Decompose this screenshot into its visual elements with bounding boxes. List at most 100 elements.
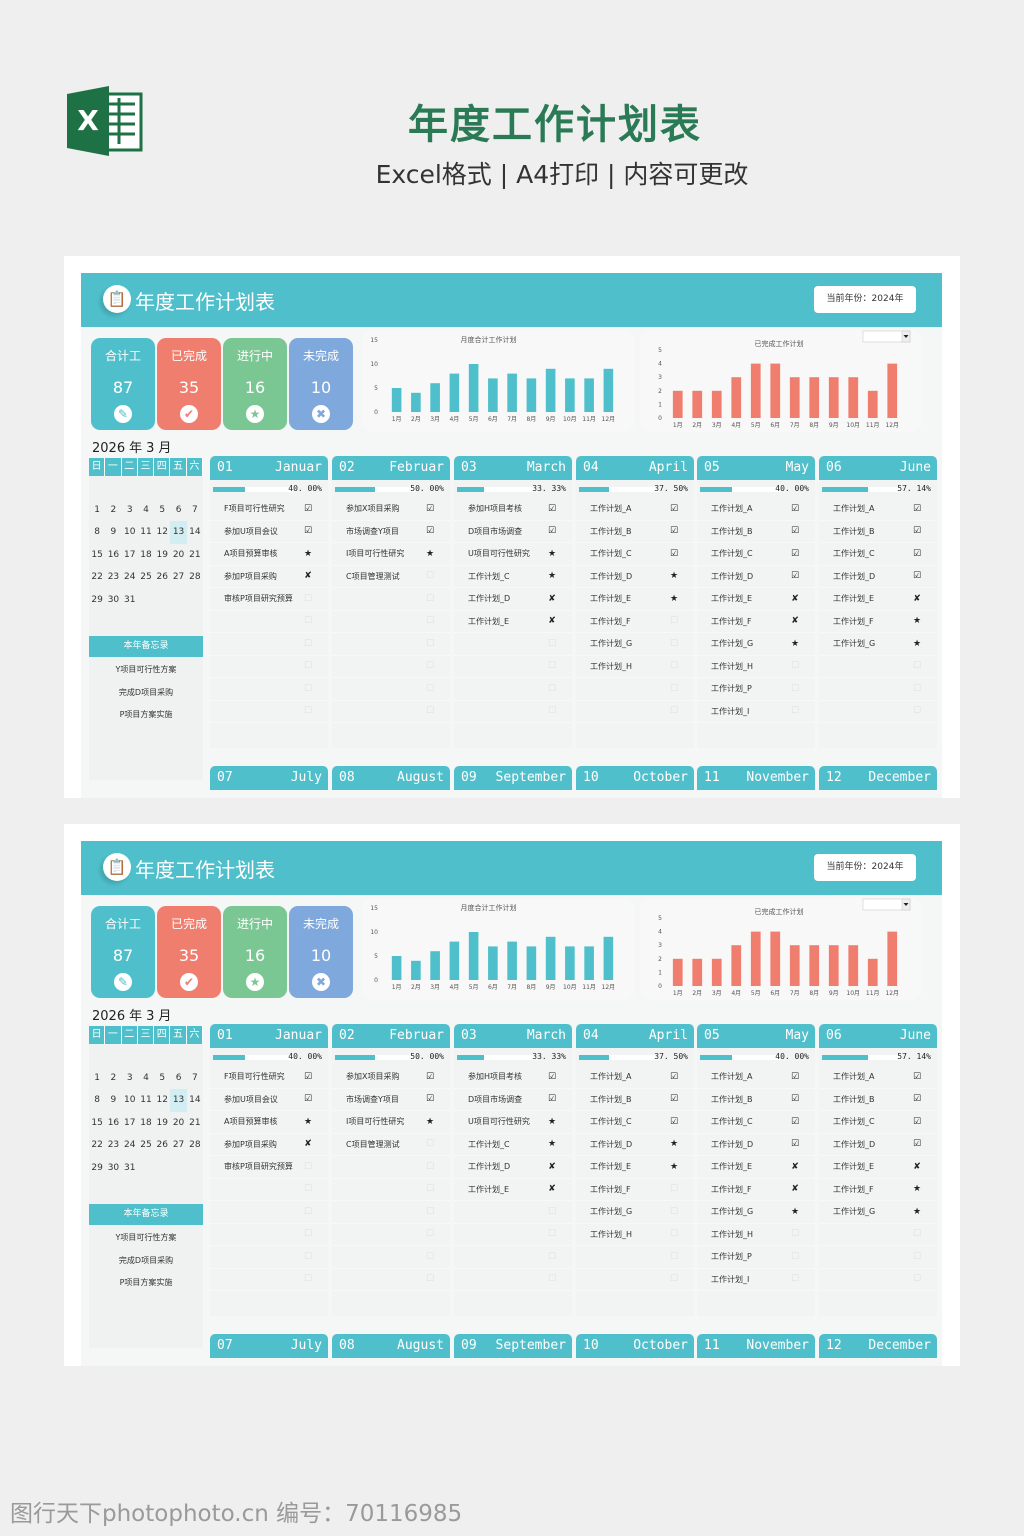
status-done-icon[interactable]: ☑	[425, 503, 435, 514]
status-star-icon[interactable]: ★	[912, 638, 922, 649]
status-done-icon[interactable]: ☑	[912, 571, 922, 582]
status-empty-icon[interactable]: ☐	[303, 593, 313, 604]
month-header[interactable]: 08 August	[332, 766, 450, 790]
calendar-day[interactable]: 3	[126, 504, 133, 515]
status-empty-icon[interactable]: ☐	[303, 661, 313, 672]
status-done-icon[interactable]: ☑	[425, 1094, 435, 1105]
status-empty-icon[interactable]: ☐	[303, 1274, 313, 1285]
calendar-day[interactable]: 20	[172, 1117, 185, 1128]
calendar-day[interactable]: 17	[123, 1117, 136, 1128]
status-done-icon[interactable]: ☑	[303, 503, 313, 514]
calendar-day[interactable]: 29	[91, 594, 103, 605]
status-empty-icon[interactable]: ☐	[425, 1161, 435, 1172]
calendar-day[interactable]: 19	[156, 549, 168, 560]
status-star-icon[interactable]: ★	[547, 548, 557, 559]
status-fail-icon[interactable]: ✘	[791, 1161, 799, 1172]
month-header[interactable]: 09 September	[454, 766, 572, 790]
status-done-icon[interactable]: ☑	[912, 526, 922, 537]
status-empty-icon[interactable]: ☐	[303, 616, 313, 627]
status-fail-icon[interactable]: ✘	[791, 1184, 799, 1195]
calendar-day[interactable]: 15	[91, 1117, 103, 1128]
calendar-day[interactable]: 27	[172, 1140, 185, 1150]
status-star-icon[interactable]: ★	[547, 1139, 557, 1150]
month-header[interactable]: 11 November	[697, 766, 815, 790]
status-fail-icon[interactable]: ✘	[304, 1139, 312, 1150]
calendar-day[interactable]: 31	[123, 1162, 136, 1173]
calendar-day[interactable]: 30	[107, 1162, 120, 1173]
status-empty-icon[interactable]: ☐	[547, 1229, 557, 1240]
status-done-icon[interactable]: ☑	[669, 1116, 679, 1127]
calendar-day[interactable]: 16	[107, 549, 120, 560]
calendar-day[interactable]: 17	[123, 549, 136, 560]
calendar-day[interactable]: 13	[170, 1089, 187, 1112]
status-empty-icon[interactable]: ☐	[669, 638, 679, 649]
status-star-icon[interactable]: ★	[669, 571, 679, 582]
status-empty-icon[interactable]: ☐	[547, 661, 557, 672]
status-empty-icon[interactable]: ☐	[547, 1251, 557, 1262]
month-header[interactable]: 06 June	[819, 1024, 937, 1048]
status-done-icon[interactable]: ☑	[790, 1116, 800, 1127]
status-star-icon[interactable]: ★	[303, 548, 313, 559]
calendar-day[interactable]: 14	[189, 1095, 201, 1105]
status-star-icon[interactable]: ★	[912, 616, 922, 627]
chart-filter-dropdown[interactable]	[862, 898, 911, 911]
month-header[interactable]: 12 December	[819, 1334, 937, 1358]
status-done-icon[interactable]: ☑	[303, 526, 313, 537]
month-header[interactable]: 05 May	[697, 456, 815, 480]
status-done-icon[interactable]: ☑	[912, 1139, 922, 1150]
status-fail-icon[interactable]: ✘	[913, 1161, 921, 1172]
calendar-day[interactable]: 31	[123, 594, 136, 605]
status-star-icon[interactable]: ★	[669, 593, 679, 604]
status-empty-icon[interactable]: ☐	[547, 706, 557, 717]
status-done-icon[interactable]: ☑	[425, 526, 435, 537]
status-done-icon[interactable]: ☑	[790, 571, 800, 582]
calendar-day[interactable]: 7	[191, 1072, 198, 1083]
calendar-day[interactable]: 26	[156, 1140, 168, 1150]
calendar-day[interactable]: 13	[170, 521, 187, 544]
status-empty-icon[interactable]: ☐	[669, 1229, 679, 1240]
status-empty-icon[interactable]: ☐	[912, 1251, 922, 1262]
status-empty-icon[interactable]: ☐	[303, 1161, 313, 1172]
month-header[interactable]: 04 April	[576, 1024, 694, 1048]
month-header[interactable]: 02 Februar	[332, 1024, 450, 1048]
status-empty-icon[interactable]: ☐	[425, 1184, 435, 1195]
calendar-day[interactable]: 8	[94, 527, 100, 537]
status-done-icon[interactable]: ☑	[669, 526, 679, 537]
month-header[interactable]: 02 Februar	[332, 456, 450, 480]
status-empty-icon[interactable]: ☐	[425, 1139, 435, 1150]
status-done-icon[interactable]: ☑	[303, 1071, 313, 1082]
status-star-icon[interactable]: ★	[912, 1184, 922, 1195]
calendar-day[interactable]: 2	[110, 504, 117, 515]
calendar-day[interactable]: 24	[123, 572, 136, 582]
status-empty-icon[interactable]: ☐	[425, 661, 435, 672]
calendar-day[interactable]: 7	[191, 504, 198, 515]
calendar-day[interactable]: 12	[156, 1095, 168, 1105]
calendar-day[interactable]: 22	[91, 572, 103, 582]
status-star-icon[interactable]: ★	[669, 1161, 679, 1172]
calendar-day[interactable]: 5	[159, 504, 166, 515]
current-year-button[interactable]: 当前年份：2024年	[814, 854, 916, 881]
month-header[interactable]: 01 Januar	[210, 1024, 328, 1048]
status-done-icon[interactable]: ☑	[669, 503, 679, 514]
calendar-day[interactable]: 28	[189, 572, 201, 582]
calendar-day[interactable]: 23	[107, 1140, 120, 1150]
calendar-day[interactable]: 26	[156, 572, 168, 582]
calendar-day[interactable]: 2	[110, 1072, 117, 1083]
status-star-icon[interactable]: ★	[425, 548, 435, 559]
status-empty-icon[interactable]: ☐	[547, 638, 557, 649]
status-empty-icon[interactable]: ☐	[669, 1184, 679, 1195]
status-done-icon[interactable]: ☑	[547, 503, 557, 514]
calendar-day[interactable]: 18	[140, 549, 152, 560]
calendar-day[interactable]: 9	[110, 1095, 117, 1105]
calendar-day[interactable]: 8	[94, 1095, 100, 1105]
status-done-icon[interactable]: ☑	[547, 526, 557, 537]
status-empty-icon[interactable]: ☐	[669, 683, 679, 694]
status-fail-icon[interactable]: ✘	[548, 1184, 556, 1195]
calendar-day[interactable]: 16	[107, 1117, 120, 1128]
status-fail-icon[interactable]: ✘	[548, 616, 556, 627]
status-empty-icon[interactable]: ☐	[547, 1274, 557, 1285]
calendar-day[interactable]: 20	[172, 549, 185, 560]
status-empty-icon[interactable]: ☐	[669, 1206, 679, 1217]
status-fail-icon[interactable]: ✘	[548, 593, 556, 604]
status-done-icon[interactable]: ☑	[912, 1071, 922, 1082]
